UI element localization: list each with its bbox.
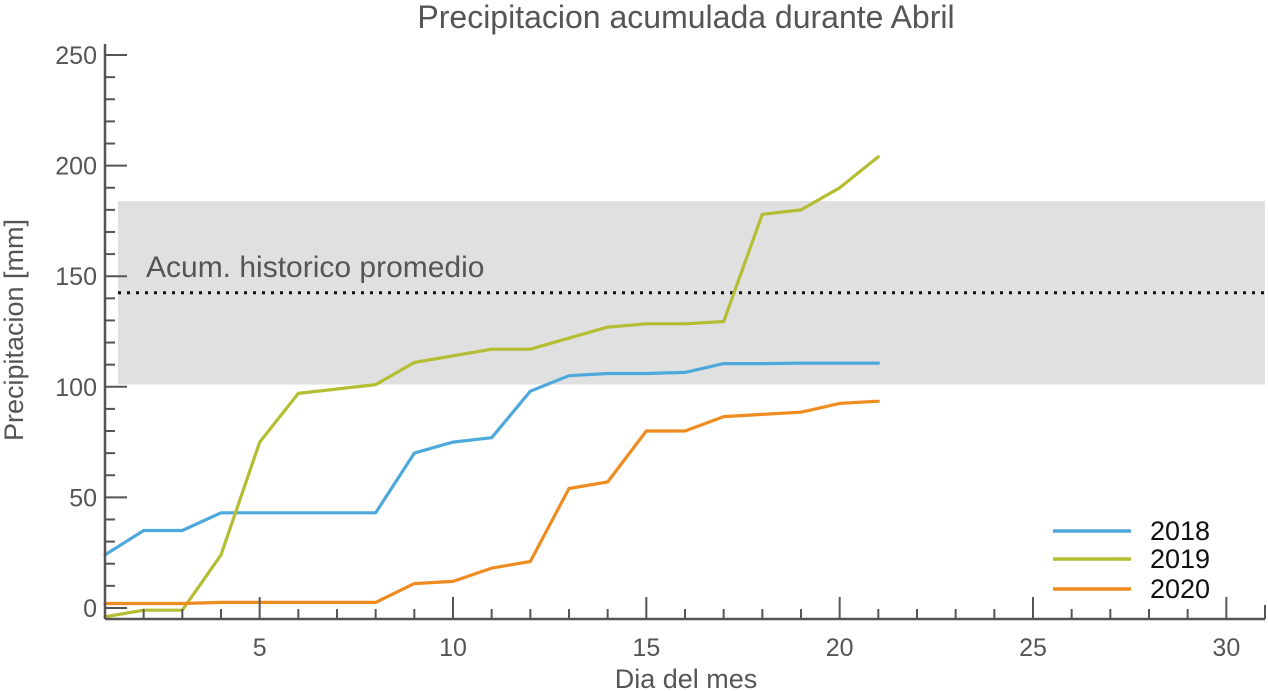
y-axis-label: Precipitacion [mm] — [0, 219, 29, 441]
y-tick-label: 150 — [55, 263, 97, 291]
x-tick-label: 5 — [253, 634, 267, 662]
y-tick-label: 0 — [83, 595, 97, 623]
historical-band-label: Acum. historico promedio — [146, 251, 484, 284]
legend-label-2020: 2020 — [1150, 574, 1210, 604]
x-axis-label: Dia del mes — [615, 664, 758, 691]
series-line-2018 — [103, 361, 880, 557]
x-tick-label: 15 — [632, 634, 660, 662]
y-tick-label: 50 — [69, 484, 97, 512]
chart-title: Precipitacion acumulada durante Abril — [417, 0, 954, 35]
x-tick-label: 20 — [826, 634, 854, 662]
legend-label-2019: 2019 — [1150, 544, 1210, 574]
x-tick-label: 25 — [1019, 634, 1047, 662]
legend-label-2018: 2018 — [1150, 516, 1210, 546]
y-tick-label: 200 — [55, 153, 97, 181]
x-tick-label: 30 — [1212, 634, 1240, 662]
series-line-2020 — [103, 399, 880, 606]
y-tick-label: 100 — [55, 374, 97, 402]
y-tick-label: 250 — [55, 42, 97, 70]
series-line-2019 — [103, 155, 880, 619]
x-tick-label: 10 — [439, 634, 467, 662]
